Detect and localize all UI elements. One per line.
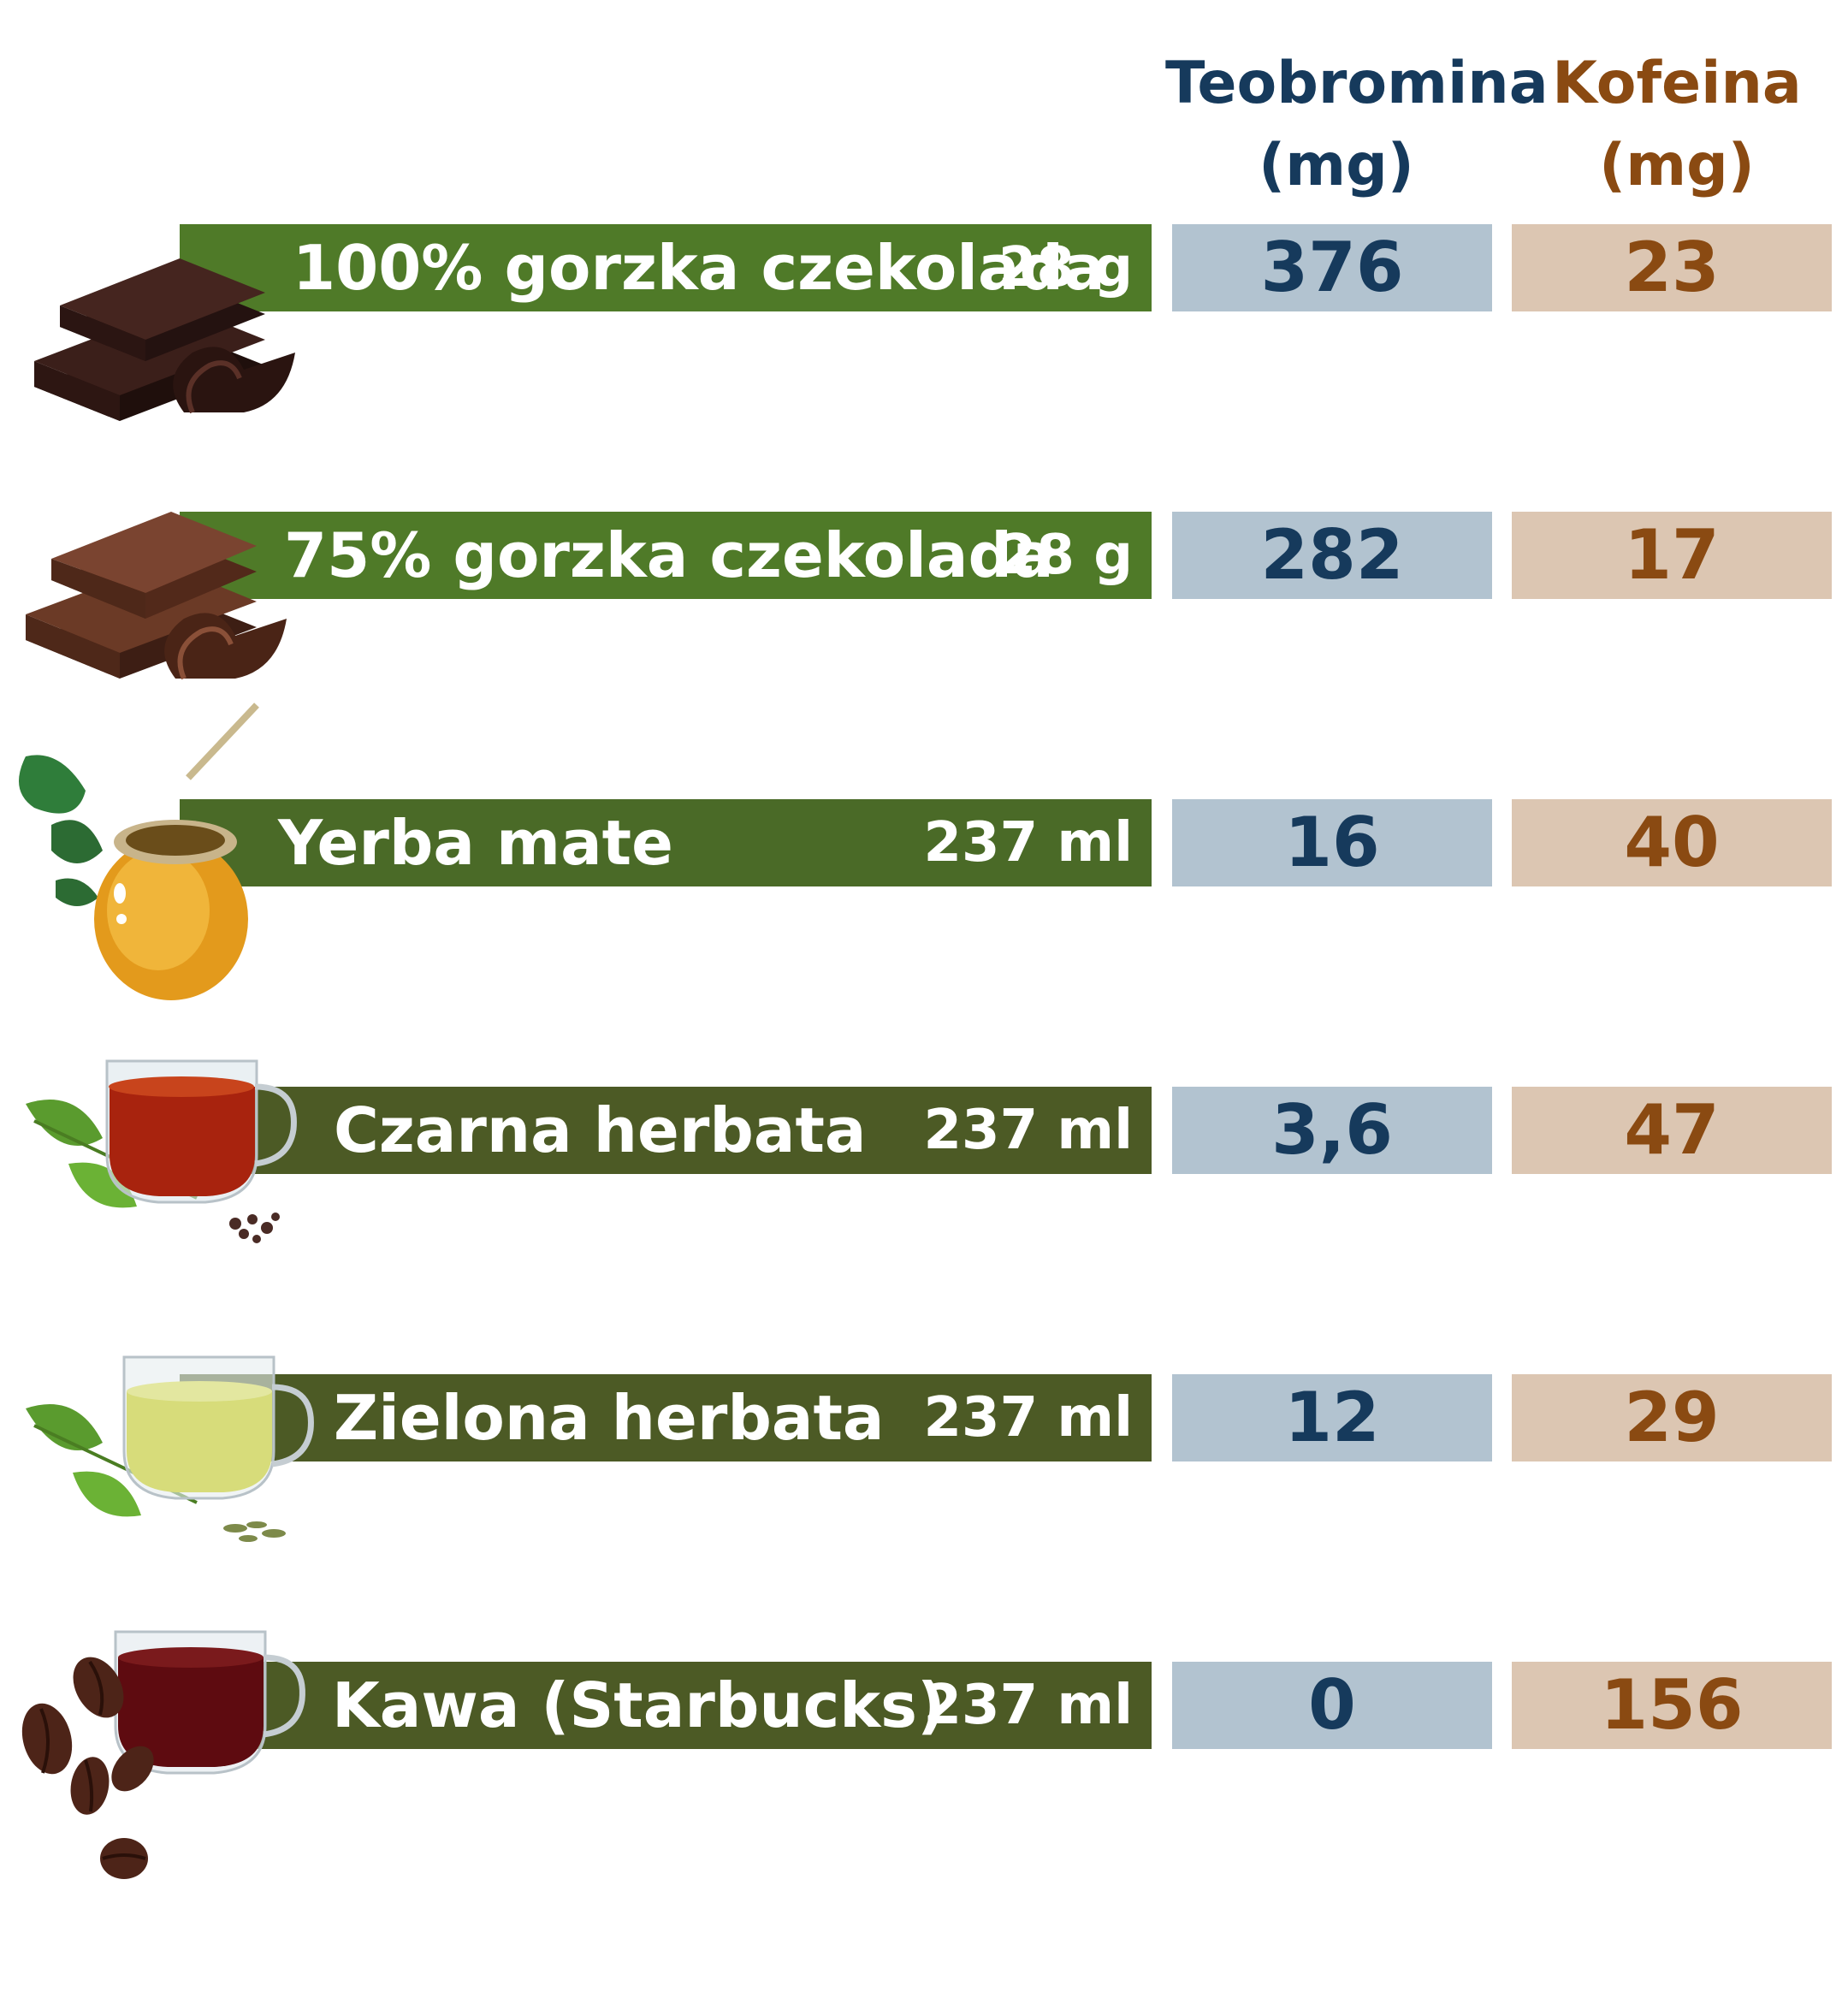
- product-name: Czarna herbata: [334, 1094, 867, 1166]
- kofeina-value: 29: [1512, 1374, 1832, 1461]
- header-teobromina-line1: Teobromina: [1165, 50, 1549, 117]
- portion-size: 28 g: [998, 524, 1133, 587]
- kofeina-value: 23: [1512, 224, 1832, 311]
- product-name: 75% gorzka czekolada: [284, 519, 1054, 591]
- coffee-cup-icon: [21, 1630, 305, 1879]
- product-name: Yerba mate: [278, 807, 673, 879]
- product-name: Kawa (Starbucks): [332, 1669, 945, 1741]
- teobromina-value: 0: [1172, 1662, 1492, 1749]
- table-row: 75% gorzka czekolada 28 g 282 17: [0, 512, 1848, 854]
- milk-chocolate-icon: [26, 512, 287, 680]
- yerba-mate-gourd-icon: [19, 703, 259, 1000]
- product-name: Zielona herbata: [334, 1382, 885, 1454]
- portion-size: 237 ml: [923, 1386, 1134, 1450]
- teobromina-value: 16: [1172, 799, 1492, 886]
- header-teobromina-line2: (mg): [1259, 132, 1414, 199]
- table-row: Kawa (Starbucks) 237 ml 0 156: [0, 1630, 1848, 2004]
- kofeina-value: 156: [1512, 1662, 1832, 1749]
- table-row: Yerba mate 237 ml 16 40: [0, 703, 1848, 1141]
- portion-size: 28 g: [998, 236, 1133, 299]
- kofeina-value: 17: [1512, 512, 1832, 599]
- green-tea-cup-icon: [26, 1355, 314, 1542]
- table-row: Czarna herbata 237 ml 3,6 47: [0, 1059, 1848, 1429]
- teobromina-value: 12: [1172, 1374, 1492, 1461]
- kofeina-value: 47: [1512, 1087, 1832, 1174]
- portion-size: 237 ml: [923, 1099, 1134, 1162]
- dark-chocolate-icon: [34, 258, 295, 421]
- teobromina-value: 282: [1172, 512, 1492, 599]
- teobromina-value: 376: [1172, 224, 1492, 311]
- header-kofeina: Kofeina (mg): [1506, 43, 1848, 207]
- portion-size: 237 ml: [923, 1674, 1134, 1737]
- product-name: 100% gorzka czekolada: [293, 232, 1105, 304]
- table-row: 100% gorzka czekolada 28 g 376 23: [0, 224, 1848, 566]
- label-bar: 100% gorzka czekolada 28 g: [180, 224, 1152, 311]
- label-bar: Zielona herbata 237 ml: [180, 1374, 1152, 1461]
- label-bar: 75% gorzka czekolada 28 g: [180, 512, 1152, 599]
- portion-size: 237 ml: [923, 811, 1134, 875]
- label-bar: Yerba mate 237 ml: [180, 799, 1152, 886]
- label-bar: Czarna herbata 237 ml: [180, 1087, 1152, 1174]
- header-kofeina-line2: (mg): [1599, 132, 1755, 199]
- header-kofeina-line1: Kofeina: [1552, 50, 1802, 117]
- header-teobromina: Teobromina (mg): [1165, 43, 1549, 207]
- black-tea-cup-icon: [26, 1059, 297, 1243]
- table-row: Zielona herbata 237 ml 12 29: [0, 1355, 1848, 1716]
- teobromina-value: 3,6: [1172, 1087, 1492, 1174]
- label-bar: Kawa (Starbucks) 237 ml: [180, 1662, 1152, 1749]
- kofeina-value: 40: [1512, 799, 1832, 886]
